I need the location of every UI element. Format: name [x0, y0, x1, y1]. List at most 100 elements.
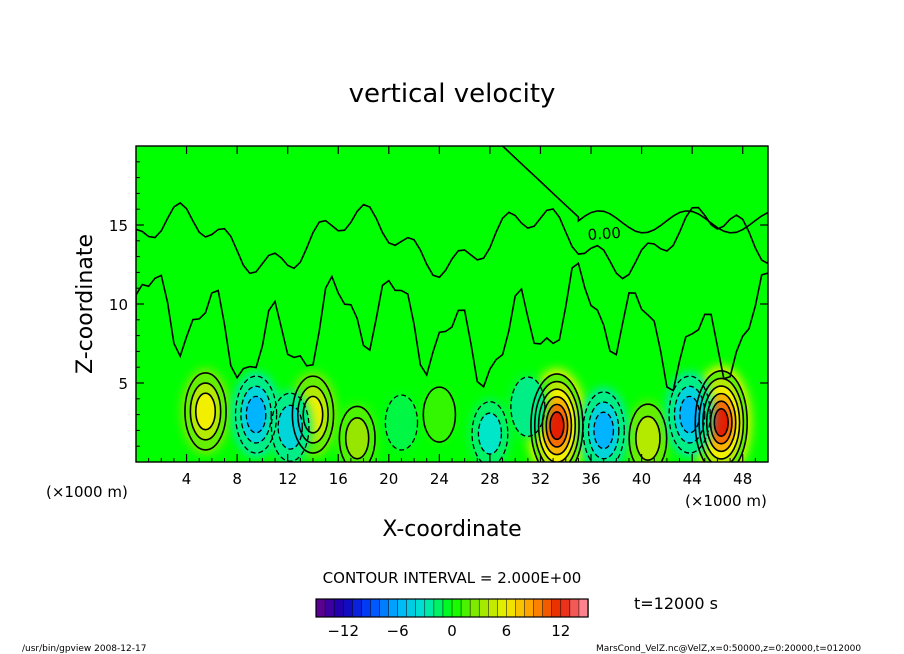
footer-right: MarsCond_VelZ.nc@VelZ,x=0:50000,z=0:2000…	[596, 644, 861, 654]
colorbar-tick-label: 12	[551, 622, 570, 640]
y-tick-label: 10	[109, 296, 128, 314]
colorbar-segment	[397, 598, 408, 618]
x-tick-label: 44	[683, 470, 702, 488]
upper-contour-right	[489, 146, 768, 234]
contour-line	[698, 377, 745, 462]
contour-line	[297, 385, 329, 444]
colorbar-segment	[342, 598, 353, 618]
colorbar-segment	[433, 598, 444, 618]
contour-label: 0.00	[587, 224, 622, 244]
contour-line	[541, 395, 573, 456]
contour-line	[533, 380, 580, 462]
colorbar-segment	[406, 598, 417, 618]
colorbar-segment	[451, 598, 462, 618]
contour-line	[545, 403, 569, 448]
x-unit-left: (×1000 m)	[46, 483, 128, 501]
contour-line	[593, 411, 615, 450]
colorbar-tick-label: −6	[387, 622, 409, 640]
y-tick-label: 5	[118, 375, 128, 393]
contour-line	[694, 370, 748, 462]
y-tick-label: 15	[109, 217, 128, 235]
colorbar-frame	[315, 598, 589, 618]
contour-line	[471, 401, 509, 462]
contour-line	[510, 376, 546, 438]
x-tick-label: 36	[581, 470, 600, 488]
colorbar-segment	[469, 598, 480, 618]
colorbar-segment	[560, 598, 571, 618]
x-tick-label: 20	[379, 470, 398, 488]
colorbar-segment	[515, 598, 526, 618]
colorbar-segment	[333, 598, 344, 618]
upper-contour	[136, 201, 768, 280]
contour-line	[302, 395, 324, 434]
chart-title: vertical velocity	[349, 79, 556, 109]
colorbar-segment	[497, 598, 508, 618]
field-level	[550, 411, 564, 440]
contour-line	[709, 400, 733, 445]
field-level	[423, 387, 456, 443]
footer-left: /usr/bin/gpview 2008-12-17	[22, 644, 146, 654]
contour-line	[628, 403, 668, 462]
x-tick-label: 4	[182, 470, 192, 488]
y-axis-label: Z-coordinate	[73, 234, 98, 374]
contour-interval-text: CONTOUR INTERVAL = 2.000E+00	[323, 569, 582, 587]
colorbar-segment	[460, 598, 471, 618]
x-axis: 4 8 12 16 20 24 28 32 36 40 44 48	[148, 146, 756, 488]
contour-line	[549, 411, 565, 441]
colorbar-segment	[524, 598, 535, 618]
colorbar-segment	[352, 598, 362, 618]
contour-line	[384, 394, 419, 451]
colorbar-segment	[578, 598, 589, 618]
x-tick-label: 48	[733, 470, 752, 488]
contour-line	[194, 392, 217, 431]
contour-line	[705, 392, 737, 453]
x-tick-label: 12	[278, 470, 297, 488]
contour-line	[291, 375, 335, 454]
field-level	[635, 416, 660, 461]
colorbar-segment	[488, 598, 498, 618]
colorbar-segment	[424, 598, 435, 618]
field-level	[195, 393, 216, 430]
colorbar-tick-label: 6	[502, 622, 512, 640]
contour-line	[234, 375, 278, 454]
x-tick-label: 28	[480, 470, 499, 488]
contour-line	[635, 415, 661, 462]
contour-line	[668, 375, 711, 454]
x-unit-right: (×1000 m)	[685, 492, 767, 510]
contour-line	[344, 417, 370, 460]
colorbar-segment	[569, 598, 580, 618]
colorbar-segment	[370, 598, 381, 618]
colorbar-segment	[542, 598, 553, 618]
field-level	[593, 412, 614, 449]
contour-line	[537, 388, 577, 462]
zero-contour	[136, 261, 768, 392]
contour-line	[189, 382, 222, 441]
contour-line	[184, 372, 227, 451]
field-level	[714, 408, 729, 437]
contour-line	[240, 385, 272, 444]
plot-area: 0.00	[135, 145, 769, 463]
colorbar-segment	[361, 598, 372, 618]
colorbar-segment	[379, 598, 390, 618]
colorbar-segment	[551, 598, 562, 618]
contour-line	[713, 408, 729, 437]
field-level	[385, 395, 418, 450]
colorbar-segment	[478, 598, 489, 618]
contour-line	[422, 386, 457, 443]
field-level	[510, 377, 545, 437]
colorbar-segment	[506, 598, 517, 618]
x-tick-label: 40	[632, 470, 651, 488]
x-tick-label: 24	[430, 470, 449, 488]
contour-line	[338, 405, 376, 462]
contour-line	[245, 395, 267, 434]
contour-line	[702, 385, 741, 460]
contour-line	[679, 395, 701, 434]
colorbar-segment	[533, 598, 544, 618]
colorbar: −12 −6 0 6 12	[315, 598, 589, 640]
field-level	[246, 396, 266, 433]
x-tick-label: 32	[531, 470, 550, 488]
contour-line	[673, 385, 706, 444]
field-level	[478, 413, 502, 455]
x-tick-label: 16	[329, 470, 348, 488]
